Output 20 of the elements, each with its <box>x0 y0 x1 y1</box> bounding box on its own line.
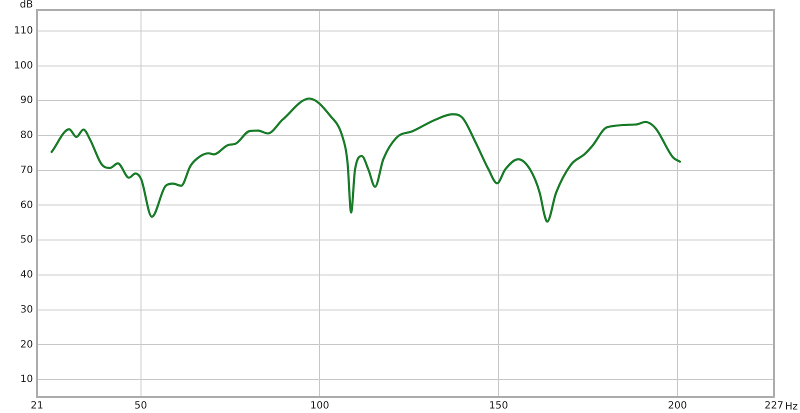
x-tick-label: 150 <box>488 400 508 412</box>
y-tick-label: 50 <box>20 234 33 246</box>
x-tick-label: 227 <box>764 400 784 412</box>
y-tick-label: 70 <box>20 164 33 176</box>
y-tick-label: 40 <box>20 270 33 281</box>
x-tick-label: 21 <box>30 400 44 412</box>
x-axis-title: Hz <box>785 402 798 413</box>
y-axis-title: dB <box>20 0 34 11</box>
y-tick-label: 100 <box>14 60 33 72</box>
y-tick-label: 60 <box>20 200 33 211</box>
y-tick-label: 10 <box>20 374 33 386</box>
x-tick-label: 200 <box>668 400 687 412</box>
y-tick-label: 110 <box>14 26 33 37</box>
line-series <box>50 97 682 223</box>
y-tick-label: 30 <box>20 304 33 316</box>
x-tick-label: 50 <box>134 400 148 412</box>
y-tick-label: 90 <box>20 95 33 106</box>
y-tick-label: 80 <box>20 130 33 142</box>
x-tick-label: 100 <box>310 400 330 412</box>
y-tick-label: 20 <box>20 339 33 350</box>
